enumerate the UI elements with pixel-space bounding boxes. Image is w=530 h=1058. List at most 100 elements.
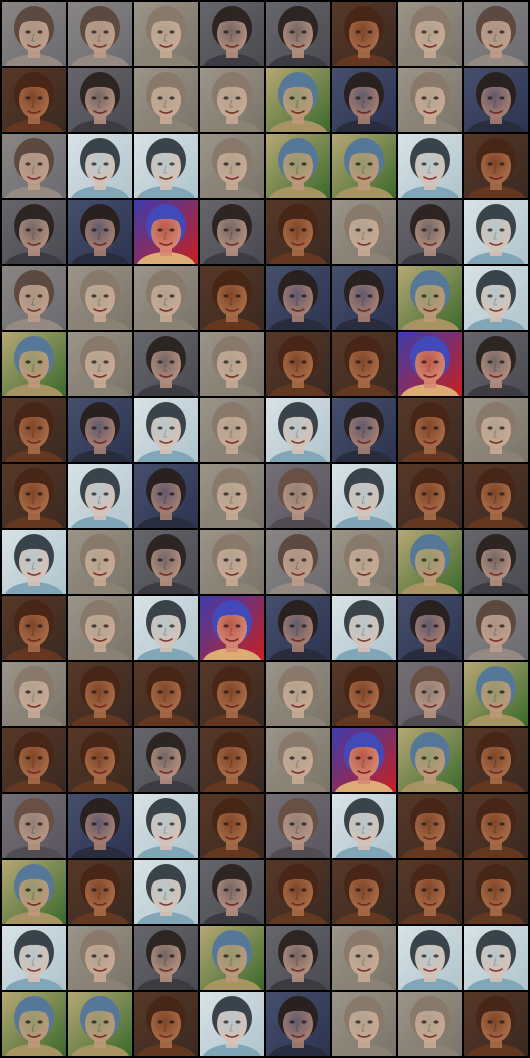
face-thumbnail	[134, 68, 198, 132]
face-thumbnail	[200, 728, 264, 792]
face-thumbnail	[134, 596, 198, 660]
face-thumbnail	[2, 860, 66, 924]
face-thumbnail	[332, 398, 396, 462]
face-thumbnail	[266, 992, 330, 1056]
face-thumbnail	[200, 398, 264, 462]
face-thumbnail	[200, 794, 264, 858]
face-thumbnail	[2, 728, 66, 792]
face-thumbnail	[68, 398, 132, 462]
face-thumbnail	[68, 926, 132, 990]
face-thumbnail	[134, 398, 198, 462]
face-thumbnail	[134, 200, 198, 264]
face-thumbnail	[134, 332, 198, 396]
face-thumbnail	[398, 134, 462, 198]
face-thumbnail	[134, 860, 198, 924]
face-thumbnail	[398, 992, 462, 1056]
face-thumbnail	[2, 2, 66, 66]
face-thumbnail	[332, 464, 396, 528]
face-thumbnail	[332, 992, 396, 1056]
face-thumbnail	[332, 68, 396, 132]
face-thumbnail	[464, 860, 528, 924]
face-thumbnail	[68, 134, 132, 198]
face-thumbnail	[134, 926, 198, 990]
face-thumbnail	[398, 728, 462, 792]
face-thumbnail	[134, 266, 198, 330]
face-thumbnail	[332, 926, 396, 990]
face-thumbnail	[134, 464, 198, 528]
face-thumbnail	[332, 860, 396, 924]
face-thumbnail	[266, 266, 330, 330]
face-thumbnail	[266, 530, 330, 594]
face-thumbnail	[464, 596, 528, 660]
face-thumbnail	[134, 662, 198, 726]
face-thumbnail	[2, 530, 66, 594]
face-thumbnail	[398, 68, 462, 132]
face-thumbnail	[398, 860, 462, 924]
face-thumbnail	[134, 2, 198, 66]
face-thumbnail	[200, 926, 264, 990]
face-thumbnail	[2, 662, 66, 726]
face-thumbnail	[200, 596, 264, 660]
face-thumbnail	[2, 332, 66, 396]
face-thumbnail	[68, 200, 132, 264]
face-thumbnail	[200, 332, 264, 396]
face-thumbnail	[266, 200, 330, 264]
face-thumbnail	[2, 68, 66, 132]
face-thumbnail	[464, 794, 528, 858]
face-thumbnail	[398, 926, 462, 990]
face-thumbnail	[332, 794, 396, 858]
face-thumbnail	[332, 134, 396, 198]
face-thumbnail	[266, 728, 330, 792]
face-thumbnail	[2, 134, 66, 198]
face-thumbnail	[134, 794, 198, 858]
face-thumbnail	[464, 662, 528, 726]
face-thumbnail	[2, 464, 66, 528]
face-thumbnail	[332, 662, 396, 726]
face-thumbnail	[464, 464, 528, 528]
face-thumbnail	[200, 134, 264, 198]
face-thumbnail	[266, 332, 330, 396]
face-thumbnail	[134, 728, 198, 792]
face-thumbnail	[200, 530, 264, 594]
face-thumbnail	[332, 200, 396, 264]
face-thumbnail	[464, 530, 528, 594]
face-thumbnail	[68, 794, 132, 858]
face-thumbnail	[266, 860, 330, 924]
face-thumbnail	[266, 398, 330, 462]
face-thumbnail	[464, 926, 528, 990]
face-thumbnail	[200, 992, 264, 1056]
face-thumbnail	[332, 266, 396, 330]
face-thumbnail	[464, 398, 528, 462]
face-thumbnail	[464, 992, 528, 1056]
face-thumbnail	[2, 266, 66, 330]
face-thumbnail	[332, 2, 396, 66]
face-thumbnail	[134, 530, 198, 594]
face-thumbnail	[398, 662, 462, 726]
face-thumbnail	[2, 794, 66, 858]
face-thumbnail	[266, 464, 330, 528]
face-thumbnail	[266, 596, 330, 660]
face-thumbnail	[266, 68, 330, 132]
face-thumbnail	[266, 662, 330, 726]
face-thumbnail	[2, 200, 66, 264]
face-thumbnail	[68, 992, 132, 1056]
face-thumbnail	[398, 332, 462, 396]
face-thumbnail	[2, 926, 66, 990]
face-thumbnail	[134, 134, 198, 198]
face-thumbnail	[200, 266, 264, 330]
face-thumbnail	[398, 200, 462, 264]
face-thumbnail	[464, 332, 528, 396]
face-thumbnail	[464, 728, 528, 792]
face-thumbnail	[332, 728, 396, 792]
face-thumbnail	[332, 530, 396, 594]
face-thumbnail	[398, 794, 462, 858]
face-thumbnail	[200, 68, 264, 132]
face-thumbnail	[200, 2, 264, 66]
face-thumbnail	[398, 398, 462, 462]
face-thumbnail	[332, 332, 396, 396]
face-thumbnail	[68, 596, 132, 660]
face-thumbnail	[398, 530, 462, 594]
face-thumbnail	[398, 266, 462, 330]
face-thumbnail	[2, 398, 66, 462]
face-thumbnail	[398, 464, 462, 528]
